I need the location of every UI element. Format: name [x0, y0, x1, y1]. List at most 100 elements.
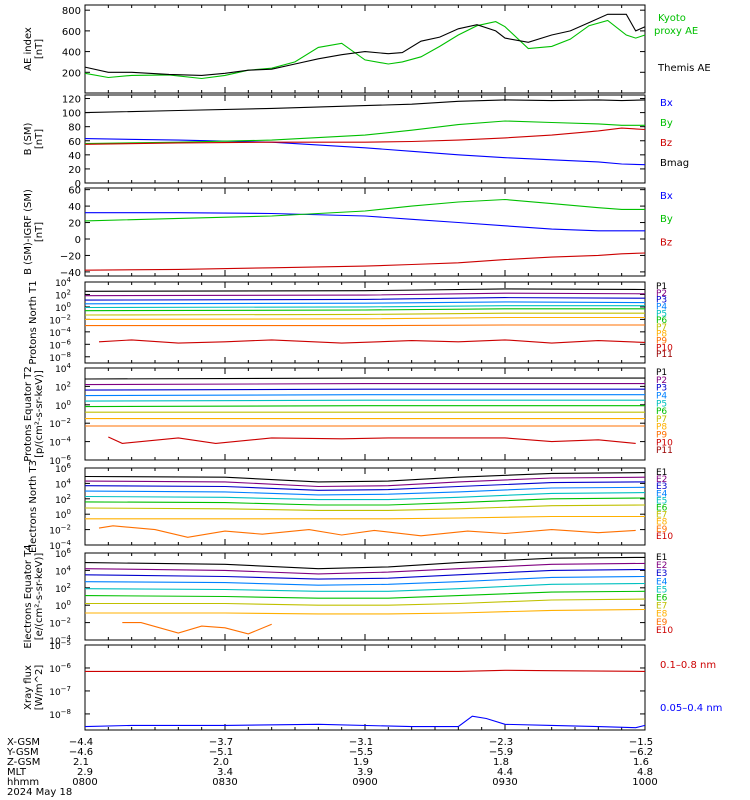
- series-line-p3: [84, 297, 646, 301]
- series-line-p1: [84, 377, 645, 380]
- legend-entry: E5: [656, 496, 667, 506]
- time-axis-row-label: X-GSM: [7, 737, 40, 748]
- legend-entry: Bmag: [660, 158, 689, 169]
- time-axis-value: −3.1: [349, 737, 373, 748]
- legend-entry: P3: [656, 384, 667, 394]
- ae-panel: 800 600 400 200 AE index [nT] Kyoto proxy AE The…: [23, 4, 711, 94]
- time-axis-value: −1.5: [629, 737, 653, 748]
- y-tick-label: 10−2: [49, 524, 71, 537]
- series-line-e3: [84, 481, 646, 491]
- y-tick-label: 100: [55, 599, 71, 612]
- series-line-e4: [84, 575, 646, 586]
- panel-frame: [84, 94, 646, 184]
- y-axis-label: Protons Equator T2: [23, 366, 34, 462]
- series-line-e8: [85, 515, 645, 520]
- time-axis-row-label: MLT: [7, 767, 27, 778]
- legend-entry: P9: [656, 431, 667, 441]
- series-line-p3: [84, 388, 645, 391]
- series-line-e5: [84, 492, 646, 501]
- legend-entry: P8: [656, 330, 667, 340]
- legend-entry: E2: [656, 561, 667, 571]
- legend-entry: Kyoto: [658, 13, 686, 24]
- time-axis-value: 1000: [632, 777, 657, 788]
- y-axis-label: Electrons Equator T4: [23, 544, 34, 648]
- series-line-e4: [84, 486, 646, 496]
- y-tick-label: 10−2: [49, 617, 71, 630]
- legend-entry: P4: [656, 391, 667, 401]
- legend-entry: By: [660, 118, 673, 129]
- series-line-0-1-0-8-nm: [85, 669, 646, 672]
- legend-entry: P5: [656, 309, 667, 319]
- series-line-bz: [84, 252, 646, 271]
- y-tick-label: 0: [75, 179, 81, 190]
- y-axis-label: B (SM): [23, 122, 34, 155]
- y-tick-label: 104: [55, 477, 71, 490]
- time-axis-value: −4.6: [69, 747, 93, 758]
- y-tick-label: 80: [68, 123, 81, 134]
- legend-entry: P3: [656, 296, 667, 306]
- y-tick-label: 40: [68, 151, 81, 162]
- legend-entry: Bz: [660, 138, 672, 149]
- legend-entry: E1: [656, 468, 667, 478]
- series-line-p5: [84, 305, 645, 309]
- series-line-by: [84, 120, 645, 145]
- y-tick-label: 100: [55, 301, 71, 314]
- legend-entry: P2: [656, 376, 667, 386]
- series-line-e6: [84, 497, 646, 506]
- legend-entry: E5: [656, 585, 667, 595]
- y-axis-label: [W/m^2]: [34, 665, 45, 711]
- legend-entry: P11: [656, 446, 673, 456]
- time-axis-value: 3.4: [217, 767, 233, 778]
- y-tick-label: 104: [55, 362, 71, 375]
- legend-entry: P6: [656, 316, 667, 326]
- y-tick-label: −40: [60, 268, 81, 279]
- series-line-p4: [84, 394, 645, 397]
- y-tick-label: 20: [68, 219, 81, 230]
- y-tick-label: 200: [62, 68, 81, 79]
- time-axis-value: −2.3: [489, 737, 513, 748]
- legend-entry: E10: [656, 626, 673, 636]
- series-line-e9: [122, 622, 272, 635]
- y-tick-label: 10−8: [49, 708, 71, 721]
- legend-entry: E2: [656, 475, 667, 485]
- panel-frame: [84, 644, 646, 731]
- y-tick-label: 600: [62, 27, 81, 38]
- legend-entry: E4: [656, 489, 668, 499]
- y-tick-label: 104: [55, 564, 71, 577]
- y-tick-label: 40: [68, 202, 81, 213]
- time-axis-value: −5.1: [209, 747, 233, 758]
- panel-frame: [84, 367, 646, 461]
- series-line-e2: [84, 562, 646, 575]
- time-axis-value: 2.1: [73, 757, 89, 768]
- y-axis-label: [nT]: [34, 129, 45, 149]
- series-line-e1: [84, 472, 646, 483]
- legend-entry: P6: [656, 407, 667, 417]
- legend-entry: P8: [656, 423, 667, 433]
- time-axis-value: 1.9: [353, 757, 369, 768]
- y-tick-label: 10−6: [49, 662, 71, 675]
- time-axis-row-label: hhmm: [7, 777, 39, 788]
- legend-entry: E1: [656, 553, 667, 563]
- y-tick-label: 102: [55, 582, 71, 595]
- series-line-themis-ae: [84, 13, 646, 76]
- series-line-e5: [84, 582, 646, 592]
- legend-entry: P7: [656, 415, 667, 425]
- y-tick-label: −20: [60, 251, 81, 262]
- time-axis-value: 3.9: [357, 767, 373, 778]
- legend-entry: Bx: [660, 98, 673, 109]
- series-line-p2: [84, 383, 645, 386]
- series-line-p4: [84, 301, 646, 305]
- legend-entry: By: [660, 214, 673, 225]
- y-tick-label: 102: [55, 380, 71, 393]
- time-axis-value: 4.8: [637, 767, 653, 778]
- b-igrf-panel: 60 40 20 0 −20 −40 B (SM)-IGRF (SM) [nT] Bx By Bz: [23, 186, 673, 279]
- time-axis-value: 1.6: [633, 757, 649, 768]
- y-axis-label: Xray flux: [23, 665, 34, 710]
- series-line-bx: [85, 212, 645, 232]
- series-line-e1: [84, 556, 646, 570]
